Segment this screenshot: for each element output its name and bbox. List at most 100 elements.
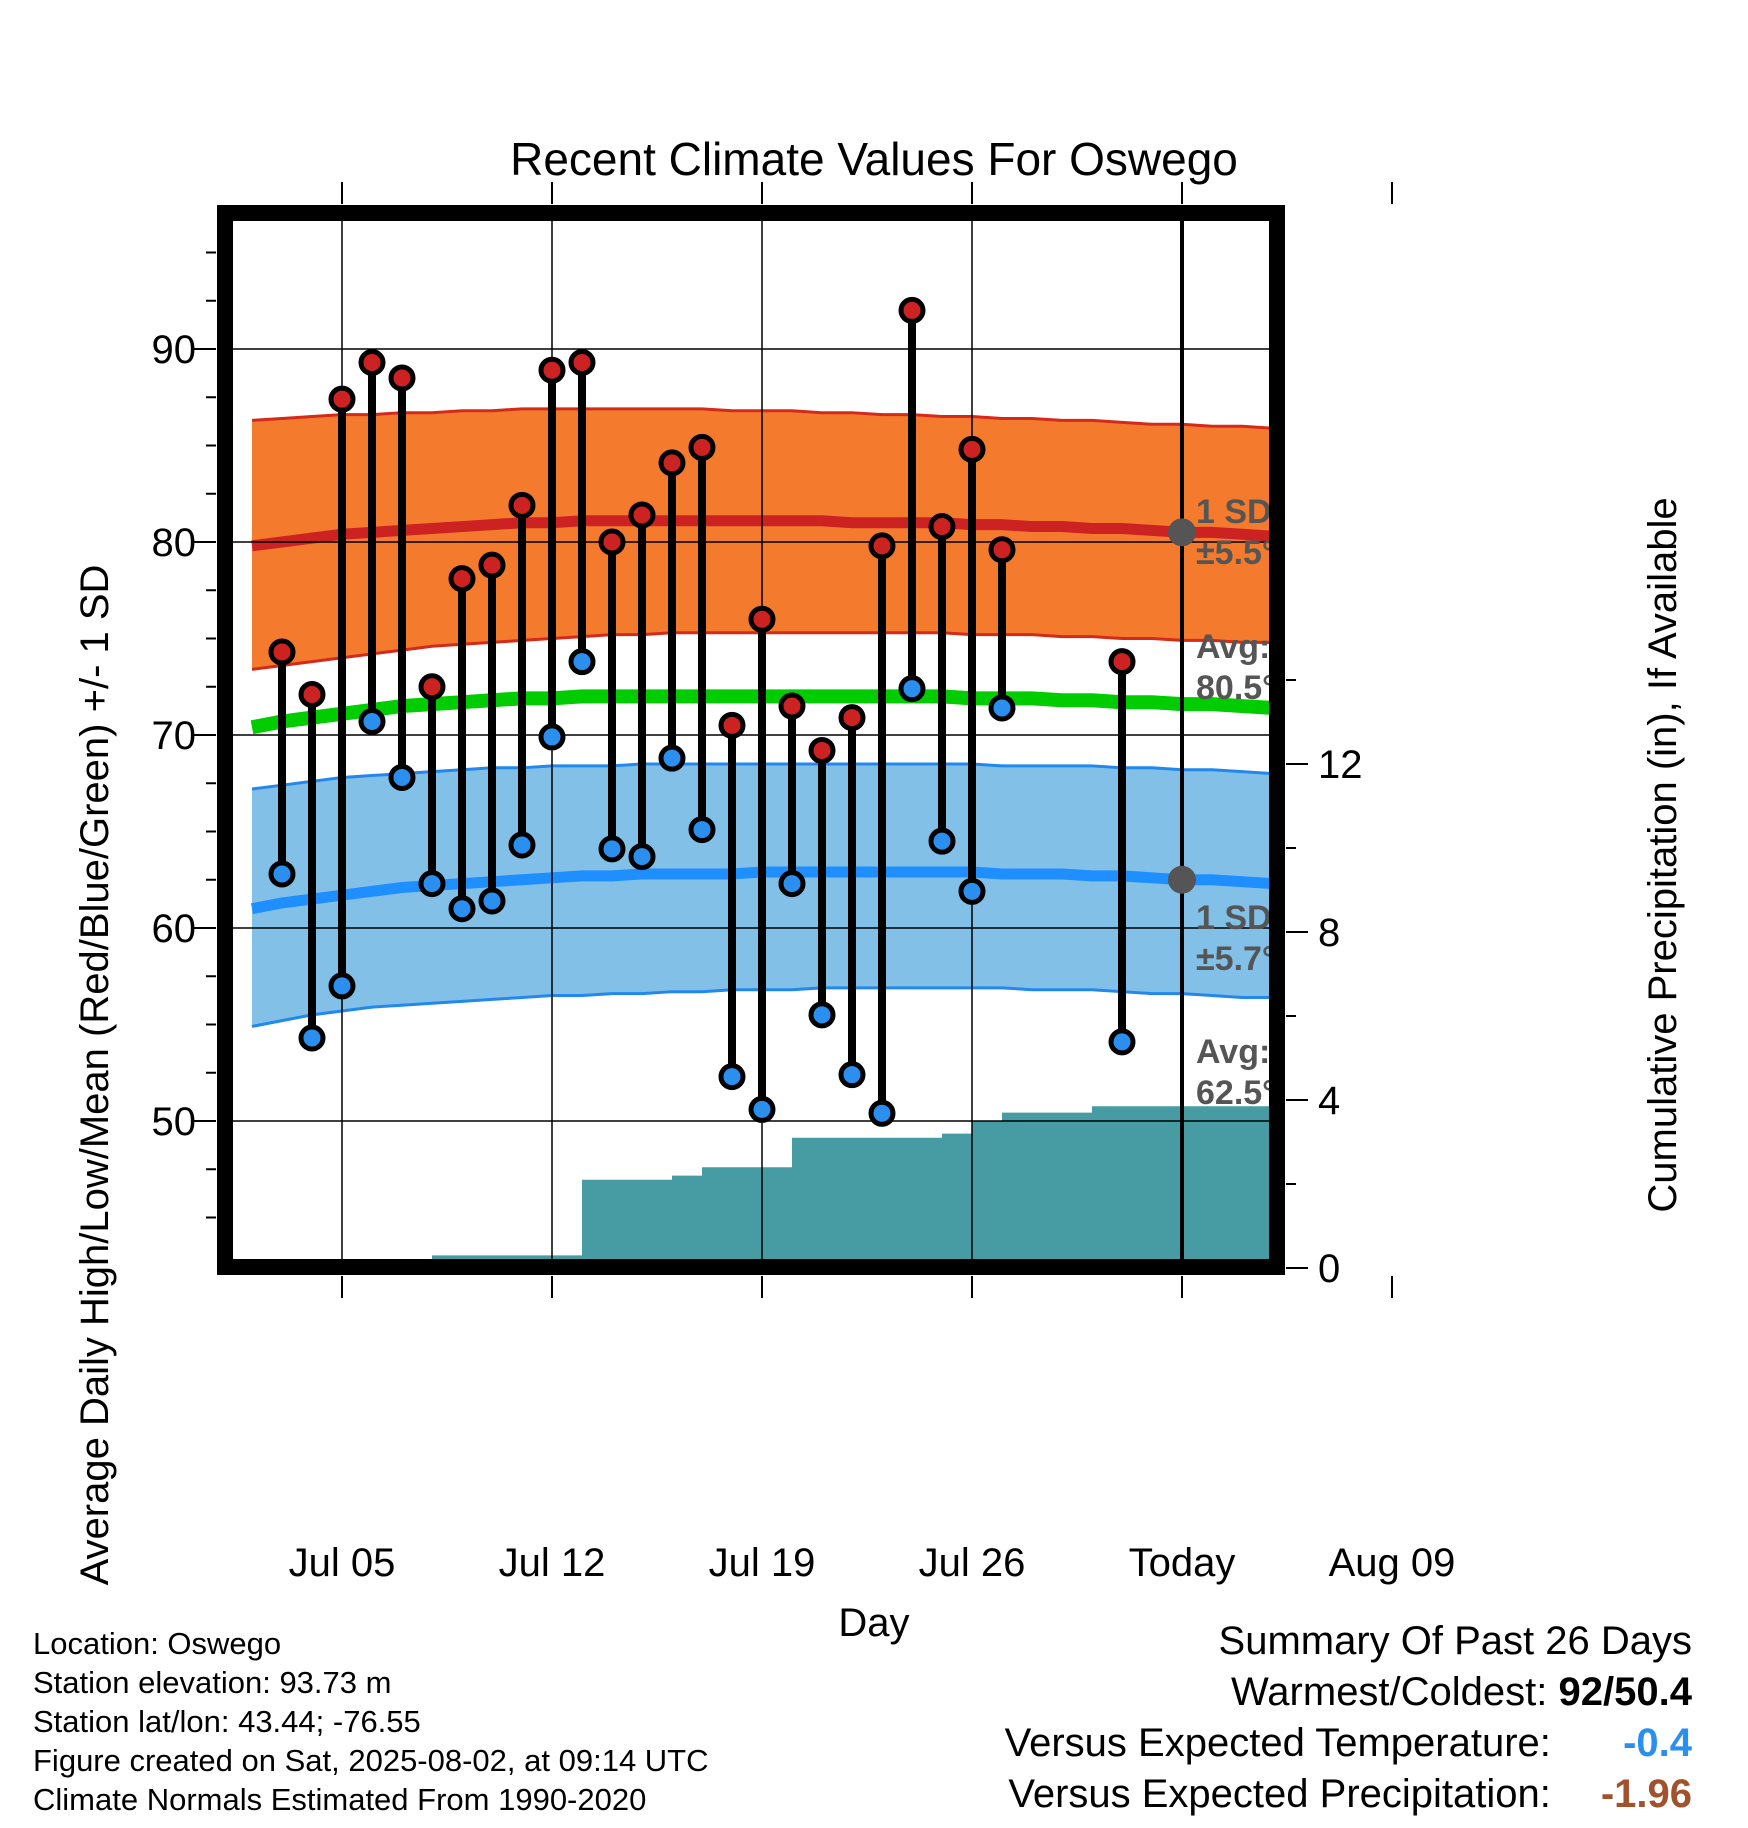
daily-high-point bbox=[988, 536, 1016, 564]
daily-low-point bbox=[448, 895, 476, 923]
today-low-avg-marker bbox=[1168, 865, 1196, 894]
vs-precip-label: Versus Expected Precipitation: bbox=[1008, 1772, 1551, 1816]
high-sd-annotation: ±5.5°F bbox=[1196, 534, 1296, 572]
low-avg-annotation: 62.5°F bbox=[1196, 1074, 1297, 1112]
daily-low-point bbox=[748, 1095, 776, 1123]
location-text: Location: Oswego bbox=[33, 1626, 282, 1661]
daily-high-point bbox=[388, 364, 416, 392]
daily-high-point bbox=[568, 349, 596, 377]
days-annotation: Days bbox=[1196, 1422, 1277, 1460]
daily-low-point bbox=[328, 972, 356, 1000]
daily-low-point bbox=[388, 763, 416, 791]
low-avg-annotation: Avg: bbox=[1196, 1033, 1270, 1071]
y2-tick-label: 8 bbox=[1318, 911, 1340, 955]
daily-high-point bbox=[328, 385, 356, 413]
daily-low-point bbox=[598, 835, 626, 863]
daily-high-point bbox=[448, 565, 476, 593]
high-avg-annotation: 80.5°F bbox=[1196, 669, 1297, 707]
summary-vs-precip: Versus Expected Precipitation: -1.96 bbox=[1005, 1769, 1692, 1820]
daily-high-point bbox=[898, 296, 926, 324]
vs-temp-value: -0.4 bbox=[1623, 1721, 1692, 1765]
x-tick-label: Jul 12 bbox=[499, 1541, 606, 1585]
summary-panel: Summary Of Past 26 Days Warmest/Coldest:… bbox=[1005, 1616, 1692, 1820]
daily-low-point bbox=[868, 1099, 896, 1127]
station-info: Location: Oswego Station elevation: 93.7… bbox=[33, 1624, 709, 1819]
daily-high-point bbox=[808, 736, 836, 764]
summary-title: Summary Of Past 26 Days bbox=[1218, 1619, 1692, 1663]
summary-warmest-coldest: Warmest/Coldest: 92/50.4 bbox=[1005, 1667, 1692, 1718]
x-tick-label: Today bbox=[1129, 1541, 1236, 1585]
y2-tick-label: 4 bbox=[1318, 1079, 1340, 1123]
daily-low-point bbox=[898, 675, 926, 703]
daily-low-point bbox=[628, 843, 656, 871]
daily-low-point bbox=[988, 694, 1016, 722]
daily-high-point bbox=[868, 532, 896, 560]
created-text: Figure created on Sat, 2025-08-02, at 09… bbox=[33, 1743, 709, 1778]
high-sd-annotation: 1 SD: bbox=[1196, 493, 1283, 531]
daily-high-point bbox=[598, 528, 626, 556]
vs-precip-value: -1.96 bbox=[1600, 1772, 1692, 1816]
y2-tick-label: 0 bbox=[1318, 1247, 1340, 1291]
x-tick-label: Jul 19 bbox=[709, 1541, 816, 1585]
high-avg-annotation: Avg: bbox=[1196, 628, 1270, 666]
daily-low-point bbox=[928, 827, 956, 855]
daily-high-point bbox=[418, 673, 446, 701]
daily-low-point bbox=[268, 860, 296, 888]
daily-high-point bbox=[748, 605, 776, 633]
daily-high-point bbox=[268, 638, 296, 666]
daily-low-point bbox=[778, 870, 806, 898]
daily-high-point bbox=[718, 711, 746, 739]
daily-low-point bbox=[358, 707, 386, 735]
daily-low-point bbox=[718, 1063, 746, 1091]
daily-high-point bbox=[778, 692, 806, 720]
daily-high-point bbox=[838, 704, 866, 732]
y2-axis-label: Cumulative Precipitation (in), If Availa… bbox=[1641, 497, 1685, 1212]
plot-frame bbox=[217, 205, 1285, 1275]
daily-low-point bbox=[838, 1061, 866, 1089]
daily-low-point bbox=[568, 648, 596, 676]
y-tick-label: 50 bbox=[152, 1100, 197, 1144]
daily-low-point bbox=[538, 723, 566, 751]
daily-low-point bbox=[688, 816, 716, 844]
x-axis-label: Day bbox=[838, 1601, 909, 1645]
today-high-avg-marker bbox=[1168, 518, 1196, 547]
daily-high-point bbox=[358, 349, 386, 377]
daily-low-point bbox=[1108, 1028, 1136, 1056]
vs-temp-label: Versus Expected Temperature: bbox=[1004, 1721, 1551, 1765]
normals-text: Climate Normals Estimated From 1990-2020 bbox=[33, 1782, 647, 1817]
daily-low-point bbox=[418, 870, 446, 898]
daily-high-point bbox=[688, 433, 716, 461]
latlon-text: Station lat/lon: 43.44; -76.55 bbox=[33, 1704, 421, 1739]
days-annotation: 29 bbox=[1196, 1381, 1234, 1419]
x-tick-label: Jul 05 bbox=[289, 1541, 396, 1585]
low-sd-annotation: 1 SD: bbox=[1196, 899, 1283, 937]
daily-high-point bbox=[298, 680, 326, 708]
daily-mean-normal-line bbox=[250, 689, 1278, 735]
y-tick-label: 70 bbox=[152, 714, 197, 758]
y-tick-label: 90 bbox=[152, 328, 197, 372]
x-tick-label: Aug 09 bbox=[1329, 1541, 1456, 1585]
x-tick-label: Jul 26 bbox=[919, 1541, 1026, 1585]
warmest-coldest-label: Warmest/Coldest: bbox=[1231, 1670, 1548, 1714]
daily-low-point bbox=[808, 1001, 836, 1029]
daily-high-point bbox=[1108, 648, 1136, 676]
summary-vs-temp: Versus Expected Temperature: -0.4 bbox=[1005, 1718, 1692, 1769]
y-axis-label: Average Daily High/Low/Mean (Red/Blue/Gr… bbox=[73, 565, 117, 1586]
daily-low-point bbox=[478, 887, 506, 915]
high-sd-band bbox=[252, 408, 1278, 670]
y-tick-label: 60 bbox=[152, 907, 197, 951]
daily-high-point bbox=[928, 513, 956, 541]
warmest-coldest-value: 92/50.4 bbox=[1558, 1670, 1692, 1714]
daily-low-point bbox=[658, 744, 686, 772]
daily-high-point bbox=[628, 501, 656, 529]
daily-high-point bbox=[508, 491, 536, 519]
daily-low-point bbox=[508, 831, 536, 859]
daily-high-point bbox=[538, 356, 566, 384]
daily-high-point bbox=[958, 435, 986, 463]
elevation-text: Station elevation: 93.73 m bbox=[33, 1665, 392, 1700]
low-sd-annotation: ±5.7°F bbox=[1196, 940, 1296, 978]
daily-high-point bbox=[478, 551, 506, 579]
